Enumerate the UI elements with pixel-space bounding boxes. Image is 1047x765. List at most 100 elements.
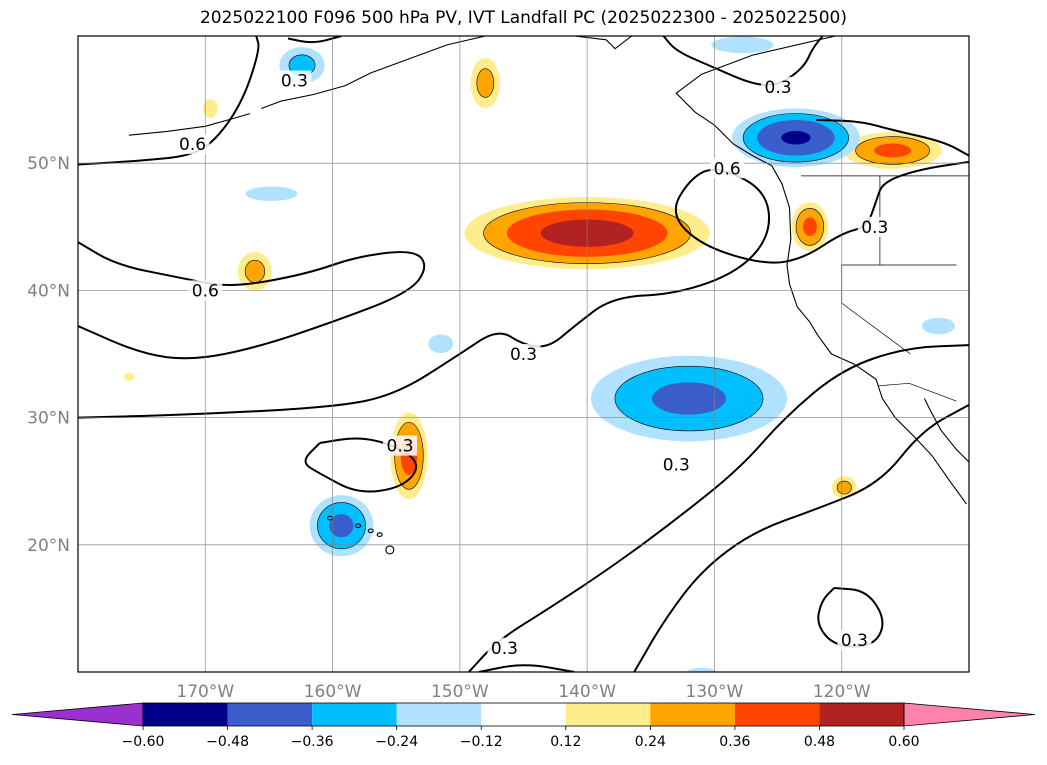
- colorbar-segment: [481, 703, 566, 726]
- contour-label-background: [761, 76, 796, 97]
- colorbar-tick-label: −0.24: [375, 734, 418, 750]
- map-frame: [77, 35, 970, 673]
- pv-contour-line: [816, 119, 969, 157]
- anomaly-level-0.24: [244, 259, 266, 283]
- longitude-tick-label: 170°W: [176, 682, 234, 702]
- latitude-tick-label: 40°N: [27, 281, 70, 301]
- pv-contour-line: [304, 437, 418, 493]
- hawaii-island: [385, 545, 395, 555]
- contour-label-background: [277, 70, 312, 91]
- colorbar-segment: [227, 703, 313, 726]
- contour-label-background: [659, 454, 694, 475]
- contour-label-background: [188, 280, 223, 301]
- negative-anomaly: [245, 186, 298, 201]
- contour-label-background: [175, 134, 210, 155]
- anomaly-level-0.24: [836, 480, 852, 495]
- hawaii-island: [376, 532, 383, 537]
- negative-anomaly: [732, 108, 860, 168]
- pv-contour-line: [468, 344, 969, 672]
- contour-label: 0.6: [179, 135, 206, 155]
- colorbar-segment: [734, 703, 820, 726]
- hawaii-island: [354, 523, 362, 529]
- longitude-tick-label: 120°W: [813, 682, 871, 702]
- chart-title: 2025022100 F096 500 hPa PV, IVT Landfall…: [199, 8, 847, 28]
- anomaly-level-0.36: [651, 382, 727, 415]
- colorbar-segment: [312, 703, 397, 726]
- pv-contours: [78, 36, 969, 672]
- colorbar-segment: [819, 703, 904, 726]
- contour-label-background: [383, 435, 418, 456]
- positive-anomaly: [791, 202, 829, 252]
- anomaly-level-0.12: [428, 334, 454, 354]
- anomaly-level-0.12: [245, 186, 298, 201]
- contour-label-background: [710, 158, 745, 179]
- colorbar-segment: [650, 703, 735, 726]
- contour-label-background: [487, 637, 522, 658]
- colorbar-segment: [143, 703, 228, 726]
- anomaly-level-0.12: [921, 317, 956, 335]
- pv-contour-line: [633, 404, 969, 672]
- anomaly-level-0.24: [476, 68, 495, 98]
- positive-anomaly: [831, 476, 857, 499]
- coastline: [923, 398, 969, 505]
- colorbar-tick-label: −0.48: [206, 734, 249, 750]
- negative-anomaly: [309, 495, 374, 557]
- colorbar-segment: [396, 703, 482, 726]
- colorbar-tick-label: −0.60: [122, 734, 165, 750]
- colorbar-extend-min: [11, 702, 144, 727]
- negative-anomaly: [687, 667, 717, 672]
- coastline: [574, 36, 633, 50]
- anomaly-level-0.36: [329, 514, 354, 538]
- negative-anomaly: [921, 317, 956, 335]
- colorbar-tick-label: 0.36: [719, 734, 750, 750]
- anomaly-level-0.48: [781, 131, 811, 145]
- contour-label: 0.3: [281, 72, 308, 92]
- positive-anomaly: [203, 99, 218, 118]
- colorbar-extend-max: [903, 702, 1036, 727]
- longitude-tick-label: 130°W: [686, 682, 744, 702]
- contour-label-background: [837, 630, 872, 651]
- contour-label: 0.6: [714, 159, 741, 179]
- contour-label: 0.6: [192, 281, 219, 301]
- anomaly-level-0.12: [711, 36, 774, 54]
- pv-contour-line: [78, 241, 426, 360]
- positive-anomaly: [843, 132, 942, 169]
- positive-anomaly: [123, 372, 135, 382]
- contour-label-background: [857, 216, 892, 237]
- coastline: [261, 36, 486, 110]
- anomaly-level-0.12: [687, 667, 717, 672]
- contour-label-background: [506, 344, 541, 364]
- anomaly-level-0.12: [203, 99, 218, 118]
- colorbar: −0.60 −0.48 −0.36 −0.24 −0.12 0.12 0.24 0.36 0.4…: [11, 702, 1036, 750]
- longitude-tick-label: 150°W: [431, 682, 489, 702]
- colorbar-tick-label: −0.12: [460, 734, 503, 750]
- contour-labels: 0.3 0.6 0.3 0.6 0.3 0.6 0.3 0.3 0.3 0.3 0.3: [175, 70, 892, 659]
- contour-label: 0.3: [841, 631, 868, 651]
- contour-label: 0.3: [387, 437, 414, 457]
- colorbar-frame: [142, 702, 905, 727]
- coastline: [675, 36, 967, 505]
- contour-label: 0.3: [663, 456, 690, 476]
- negative-anomaly: [590, 355, 787, 442]
- hawaii-island: [367, 528, 374, 534]
- negative-anomaly: [428, 334, 454, 354]
- anomaly-level-0.36: [802, 217, 817, 237]
- latitude-tick-label: 20°N: [27, 536, 70, 556]
- pv-contour-line: [78, 160, 969, 419]
- anomaly-level-0.36: [874, 143, 912, 158]
- gridlines: [78, 36, 969, 672]
- longitude-tick-label: 160°W: [304, 682, 362, 702]
- longitude-tick-labels: 170°W 160°W 150°W 140°W 130°W 120°W: [176, 682, 870, 702]
- colorbar-tick-label: −0.36: [291, 734, 334, 750]
- contour-label: 0.3: [861, 218, 888, 238]
- latitude-tick-label: 50°N: [27, 154, 70, 174]
- colorbar-tick-label: 0.60: [888, 734, 919, 750]
- contour-label: 0.3: [491, 639, 518, 659]
- colorbar-tick-label: 0.24: [635, 734, 666, 750]
- latitude-tick-label: 30°N: [27, 409, 70, 429]
- positive-anomaly: [470, 58, 501, 108]
- pv-contour-line: [662, 36, 824, 87]
- latitude-tick-labels: 50°N 40°N 30°N 20°N: [27, 154, 70, 556]
- colorbar-segment: [565, 703, 651, 726]
